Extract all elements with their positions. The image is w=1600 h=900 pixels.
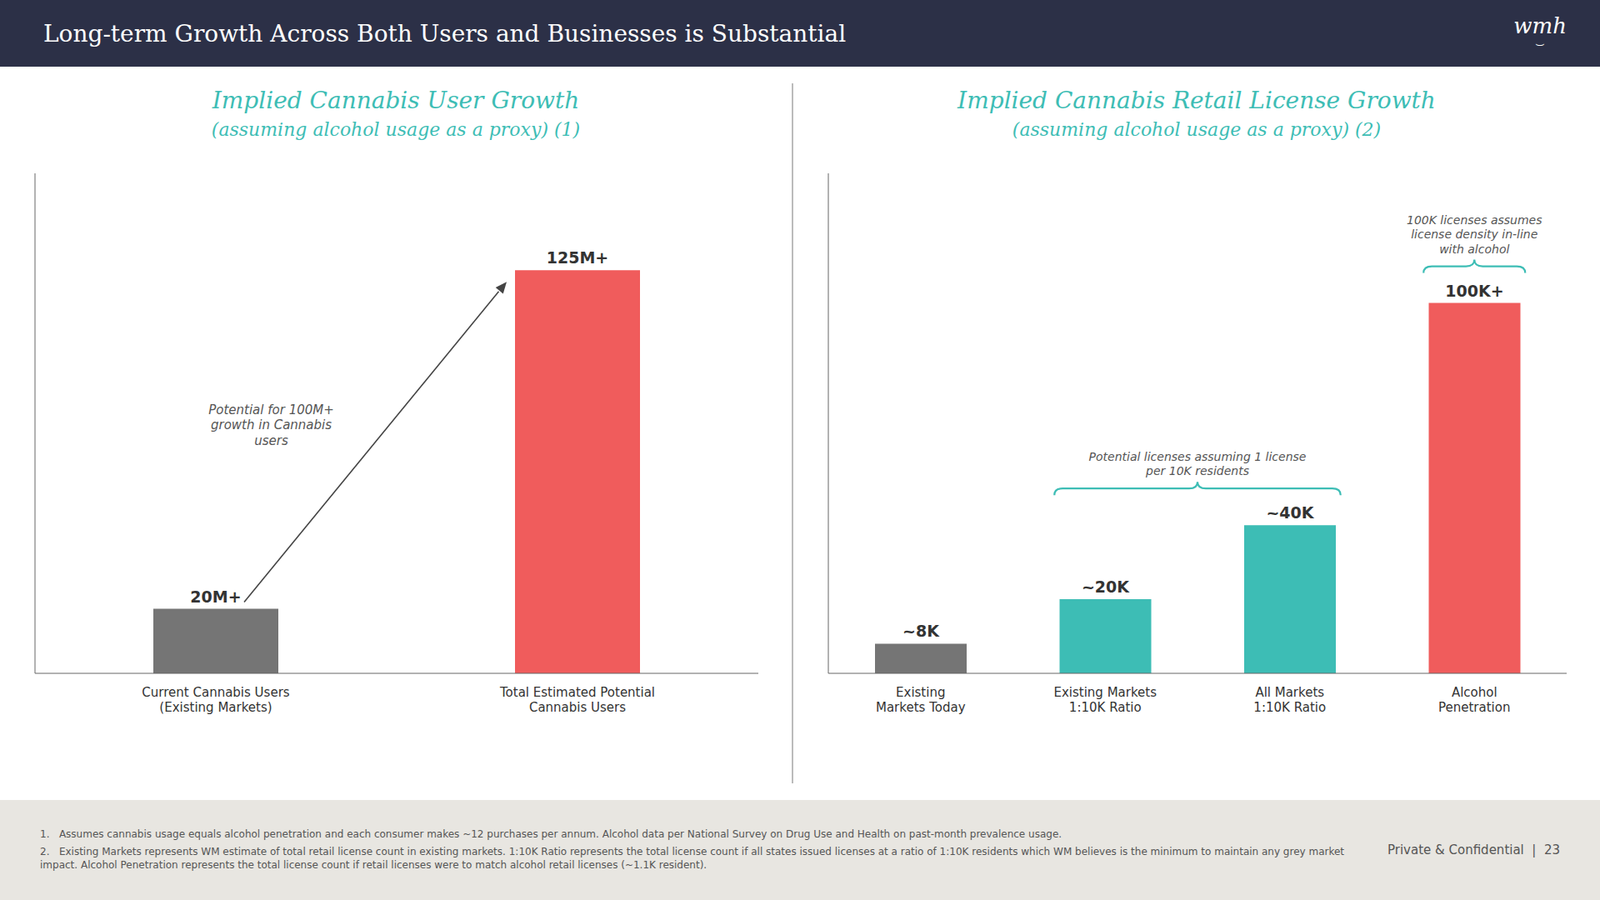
html-text:(assuming alcohol usage as a p: (assuming alcohol usage as a proxy) (2) — [1012, 119, 1381, 140]
svg-text:Current Cannabis Users(Existin: Current Cannabis Users(Existing Markets) — [141, 685, 290, 715]
svg-text:~8K: ~8K — [902, 621, 940, 640]
svg-text:~20K: ~20K — [1081, 577, 1130, 596]
svg-text:Total Estimated PotentialCanna: Total Estimated PotentialCannabis Users — [499, 685, 655, 715]
svg-text:100K licenses assumeslicense d: 100K licenses assumeslicense density in-… — [1406, 213, 1543, 256]
svg-text:ExistingMarkets Today: ExistingMarkets Today — [875, 685, 966, 715]
svg-text:AlcoholPenetration: AlcoholPenetration — [1438, 685, 1510, 715]
svg-text:All Markets1:10K Ratio: All Markets1:10K Ratio — [1253, 685, 1326, 715]
svg-text:125M+: 125M+ — [546, 248, 610, 267]
html-text:Implied Cannabis User Growth: Implied Cannabis User Growth — [212, 86, 580, 115]
html-text:Implied Cannabis Retail Licens: Implied Cannabis Retail License Growth — [957, 86, 1436, 115]
svg-text:Potential for 100M+growth in C: Potential for 100M+growth in Cannabisuse… — [208, 402, 335, 450]
svg-text:20M+: 20M+ — [190, 587, 241, 606]
html-text:1. Assumes cannabis usage equa: 1. Assumes cannabis usage equals alcohol… — [40, 828, 1062, 840]
html-text:Long-term Growth Across Both U: Long-term Growth Across Both Users and B… — [43, 19, 846, 48]
svg-text:~40K: ~40K — [1265, 503, 1315, 522]
html-text:2. Existing Markets represents: 2. Existing Markets represents WM estima… — [40, 845, 1348, 872]
html-text:(assuming alcohol usage as a p: (assuming alcohol usage as a proxy) (1) — [211, 119, 581, 140]
svg-text:Potential licenses assuming 1: Potential licenses assuming 1 licenseper… — [1089, 450, 1307, 479]
html-text:Private & Confidential | 23: Private & Confidential | 23 — [1387, 842, 1560, 858]
svg-text:100K+: 100K+ — [1445, 281, 1504, 300]
html-text:wmh: wmh — [1513, 13, 1567, 39]
svg-text:Existing Markets1:10K Ratio: Existing Markets1:10K Ratio — [1053, 685, 1157, 715]
